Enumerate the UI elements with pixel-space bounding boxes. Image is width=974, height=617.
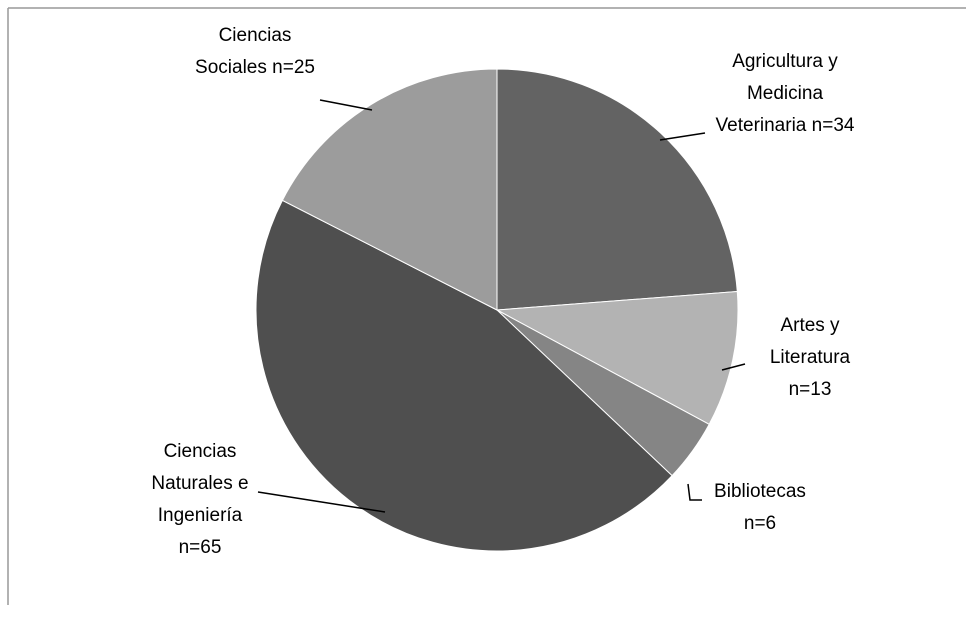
slice-label: Ciencias Naturales e Ingeniería n=65	[135, 436, 265, 564]
pie-slice	[496, 68, 738, 311]
leader-line	[687, 483, 702, 501]
slice-label: Bibliotecas n=6	[700, 476, 820, 540]
value-label: n=25	[272, 57, 315, 78]
pie-slice	[255, 199, 673, 552]
slices	[255, 68, 739, 552]
slice-label: Artes y Literatura n=13	[750, 310, 870, 406]
pie-slice	[495, 290, 739, 426]
category-label: Ciencias Sociales	[195, 25, 292, 78]
leader-line	[319, 99, 373, 111]
leader-line	[257, 491, 386, 513]
leader-line	[659, 132, 706, 141]
pie-slice	[281, 68, 498, 311]
value-label: n=34	[811, 115, 855, 136]
category-label: Artes y Literatura	[769, 315, 851, 368]
value-label: n=13	[788, 379, 832, 400]
category-label: Bibliotecas	[714, 481, 806, 502]
leader-line	[721, 363, 746, 371]
value-label: n=65	[178, 537, 222, 558]
value-label: n=6	[743, 513, 777, 534]
category-label: Ciencias Naturales e Ingeniería	[151, 441, 249, 526]
slice-label: Agricultura y Medicina Veterinaria n=34	[710, 46, 860, 142]
category-label: Agricultura y Medicina Veterinaria	[715, 51, 838, 136]
slice-label: Ciencias Sociales n=25	[185, 20, 325, 84]
